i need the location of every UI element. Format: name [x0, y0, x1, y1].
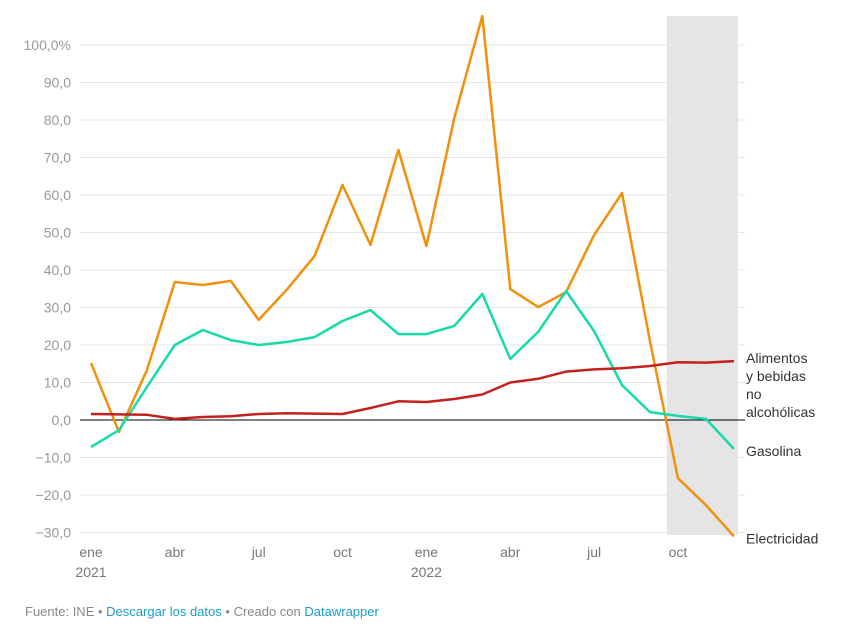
x-tick-year-label: 2021 — [75, 564, 106, 580]
x-tick-label: jul — [251, 544, 266, 560]
created-text: Creado con — [233, 604, 305, 619]
series-label-line: Gasolina — [746, 443, 801, 459]
source-text: Fuente: INE — [25, 604, 95, 619]
x-tick-label: ene — [79, 544, 103, 560]
separator: • — [94, 604, 107, 619]
y-tick-label: 100,0% — [24, 37, 71, 53]
x-tick-label: abr — [500, 544, 521, 560]
y-tick-label: 50,0 — [44, 225, 71, 241]
series-label: Alimentos y bebidas no alcohólicas — [746, 350, 815, 420]
x-tick-label: oct — [669, 544, 688, 560]
highlight-region — [666, 16, 738, 535]
y-tick-label: 20,0 — [44, 337, 71, 353]
series-label-line: no — [746, 386, 762, 402]
y-tick-label: 80,0 — [44, 112, 71, 128]
series-label-line: Alimentos — [746, 350, 807, 366]
series-label: Electricidad — [746, 530, 818, 546]
y-tick-label: 90,0 — [44, 75, 71, 91]
series-line-electricidad — [89, 14, 735, 538]
datawrapper-link[interactable]: Datawrapper — [304, 604, 379, 619]
separator: • — [221, 604, 234, 619]
x-tick-label: abr — [165, 544, 186, 560]
y-tick-label: −20,0 — [36, 487, 72, 503]
y-tick-label: 0,0 — [52, 412, 72, 428]
line-chart: −30,0 −20,0 −10,0 0,0 10,0 20,0 30,0 40,0 50,0 60… — [24, 14, 818, 580]
series-label: Gasolina — [746, 443, 801, 459]
series-label-line: Electricidad — [746, 530, 818, 546]
y-tick-label: 10,0 — [44, 375, 71, 391]
download-data-link[interactable]: Descargar los datos — [106, 604, 222, 619]
y-tick-label: −10,0 — [36, 450, 72, 466]
x-tick-label: oct — [333, 544, 352, 560]
y-tick-label: 40,0 — [44, 262, 71, 278]
x-tick-year-label: 2022 — [411, 564, 442, 580]
y-tick-label: 30,0 — [44, 300, 71, 316]
x-tick-label: jul — [586, 544, 601, 560]
y-tick-label: −30,0 — [36, 525, 72, 541]
y-tick-label: 70,0 — [44, 150, 71, 166]
series-label-line: alcohólicas — [746, 404, 815, 420]
y-tick-label: 60,0 — [44, 187, 71, 203]
series-line-gasolina — [90, 289, 735, 450]
x-tick-label: ene — [415, 544, 439, 560]
series-line-alimentos — [90, 359, 734, 421]
footer: Fuente: INE • Descargar los datos • Crea… — [25, 604, 379, 619]
series-label-line: y bebidas — [746, 368, 806, 384]
